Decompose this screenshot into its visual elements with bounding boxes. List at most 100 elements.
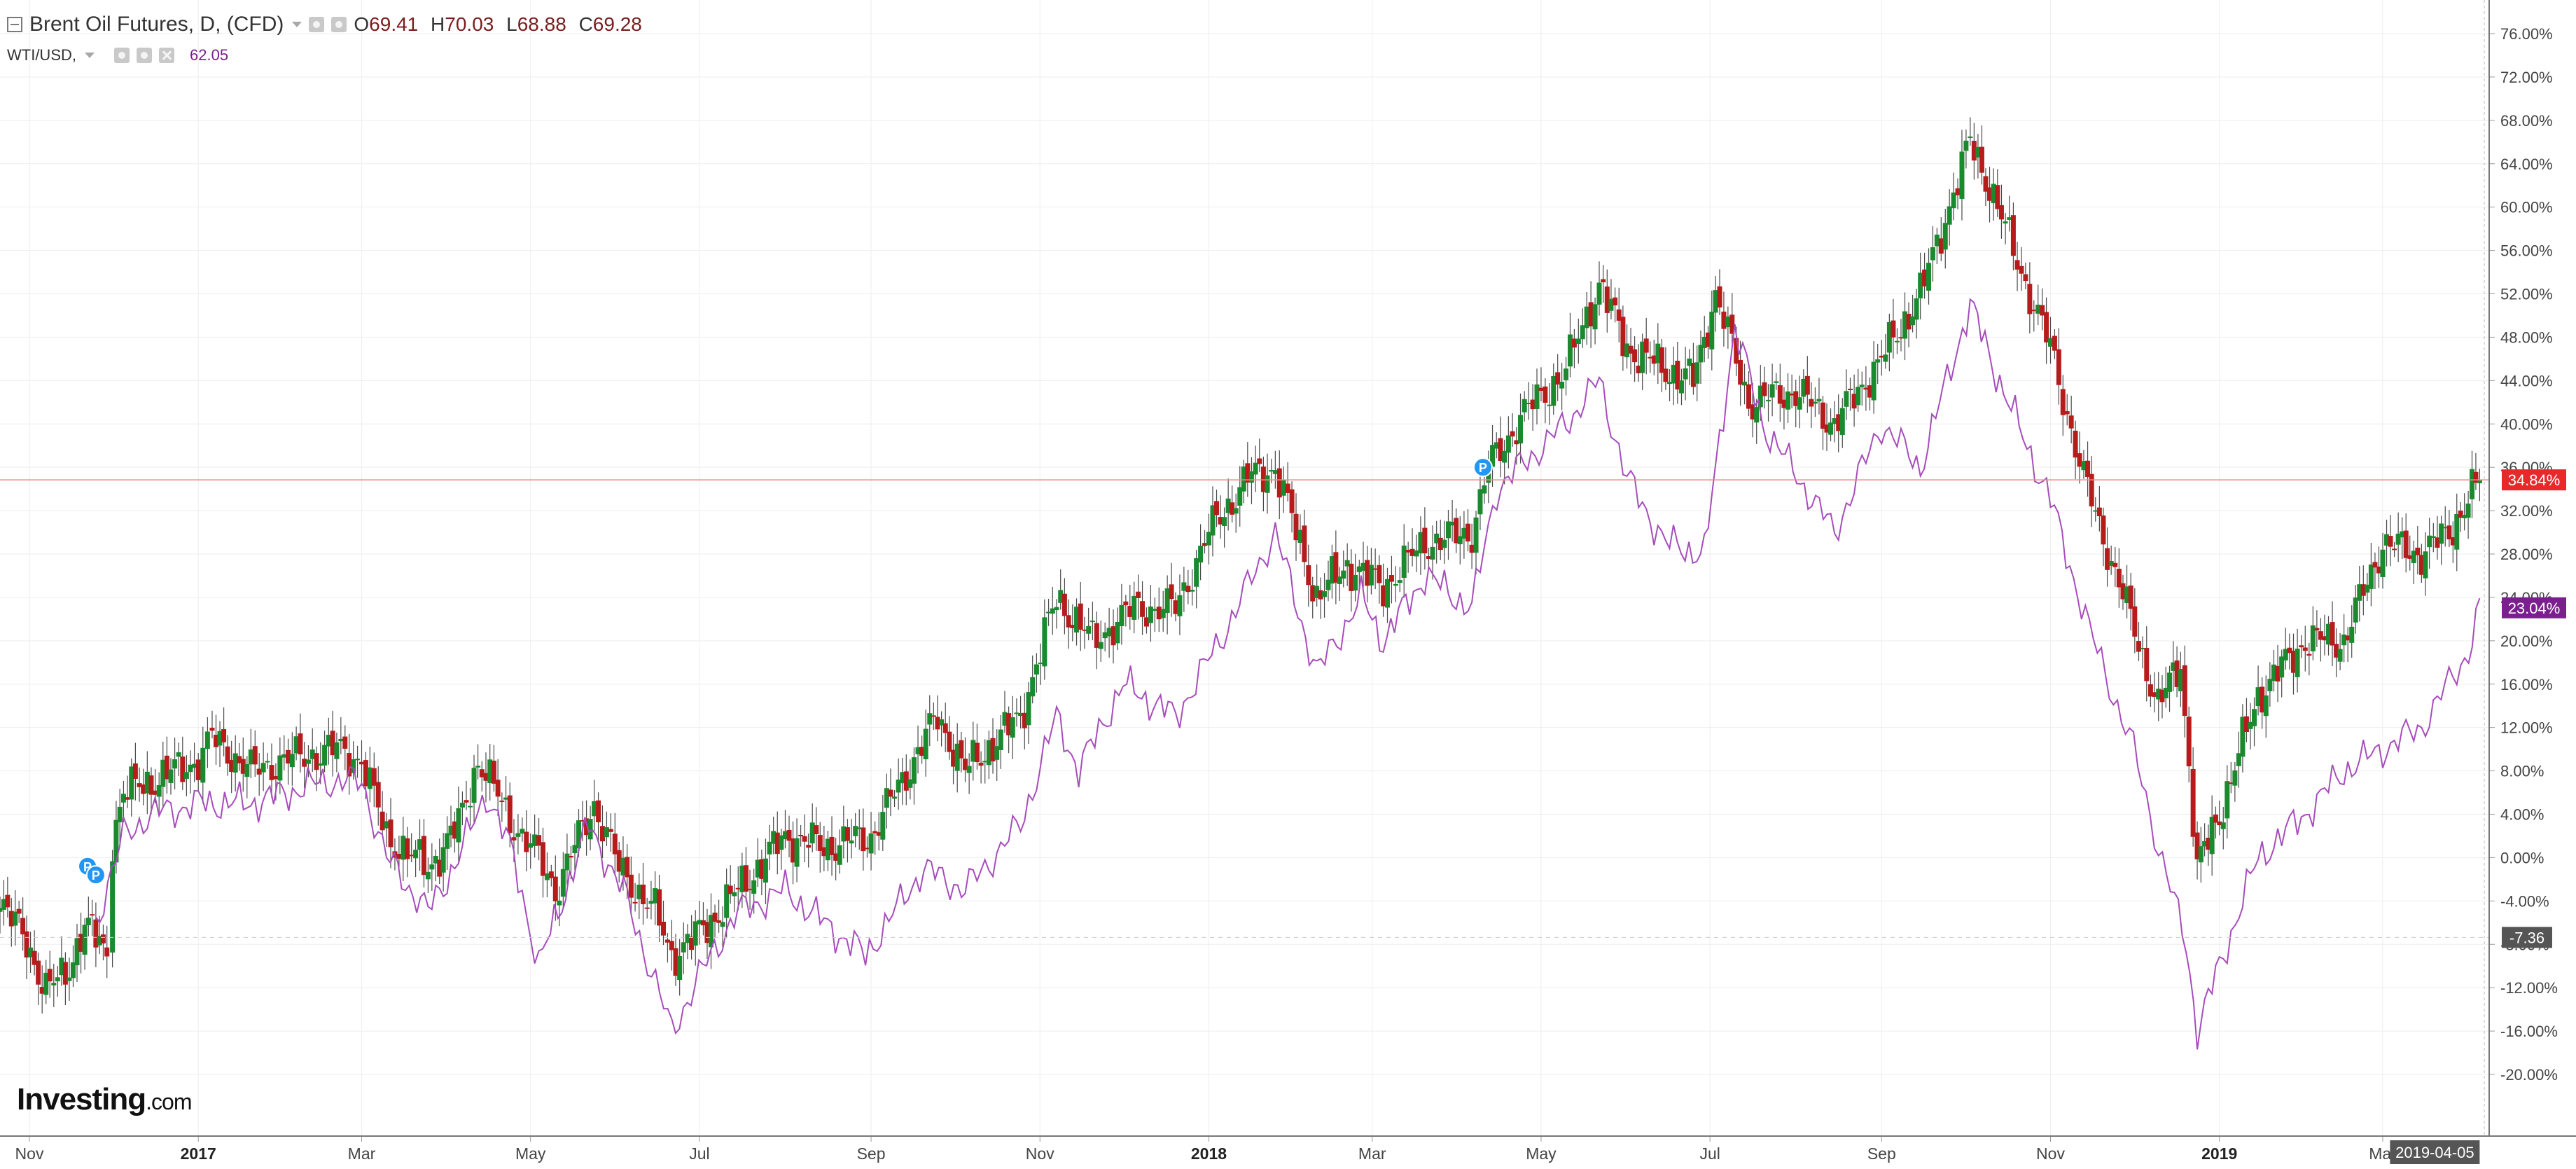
cursor-value-marker-text: -7.36: [2509, 929, 2544, 946]
candle-body: [1914, 298, 1919, 320]
candle-body: [475, 766, 481, 768]
candle-body: [78, 934, 84, 952]
candle: [39, 965, 45, 1014]
high-value: 70.03: [445, 13, 494, 35]
candle: [1547, 382, 1552, 425]
candle-body: [5, 894, 11, 908]
candle: [653, 871, 658, 925]
candle: [1844, 369, 1849, 420]
candle: [2156, 672, 2161, 721]
y-tick-label: 52.00%: [2500, 286, 2553, 303]
candle: [309, 728, 315, 773]
chevron-down-icon[interactable]: [85, 53, 95, 58]
event-badge-icon[interactable]: P: [85, 865, 106, 885]
candle-body: [137, 783, 142, 787]
candle: [499, 792, 505, 822]
candle: [338, 717, 344, 754]
candle: [833, 838, 839, 880]
event-badge-icon[interactable]: P: [1473, 457, 1493, 478]
candle: [330, 710, 335, 777]
candle: [2470, 450, 2475, 518]
candle: [1698, 330, 1704, 385]
event-badge-icon-circle[interactable]: [85, 865, 106, 885]
candle-body: [2260, 686, 2265, 713]
candle-body: [2337, 649, 2343, 662]
candle-body: [1987, 187, 1993, 201]
candle-body: [188, 764, 193, 773]
candle: [802, 814, 807, 862]
compare-series-title[interactable]: WTI/USD,: [7, 46, 76, 64]
candle: [825, 831, 830, 871]
candle: [712, 904, 718, 938]
collapse-icon[interactable]: [7, 17, 22, 32]
y-tick-label: 20.00%: [2500, 632, 2553, 650]
candle-body: [1030, 677, 1036, 697]
candle: [644, 897, 650, 919]
candle-body: [755, 859, 760, 878]
candle-body: [2186, 717, 2192, 767]
candle-body: [2376, 566, 2381, 574]
close-icon[interactable]: [159, 48, 174, 63]
candle-body: [2152, 692, 2157, 697]
candle-body: [2423, 551, 2428, 579]
candle: [1640, 333, 1645, 391]
candle: [1269, 458, 1274, 483]
candle: [2306, 642, 2312, 676]
visibility-icon[interactable]: [331, 17, 347, 32]
candle-body: [59, 957, 64, 976]
candle-body: [153, 790, 158, 795]
candle-body: [90, 914, 95, 916]
candle-body: [817, 835, 823, 851]
candle-body: [1754, 407, 1760, 423]
y-tick-label: 4.00%: [2500, 806, 2544, 824]
candle: [1257, 438, 1262, 472]
candle: [2427, 518, 2432, 569]
candle: [479, 761, 485, 792]
visibility-icon[interactable]: [137, 48, 152, 63]
candle-body: [724, 884, 730, 918]
main-series-title[interactable]: Brent Oil Futures, D, (CFD): [29, 13, 284, 36]
candle-body: [358, 761, 364, 765]
candle-body: [2194, 832, 2200, 859]
settings-icon[interactable]: [309, 17, 325, 32]
candle-body: [1074, 607, 1080, 633]
candle-body: [1454, 518, 1459, 544]
candle-body: [495, 780, 501, 797]
candle: [2027, 262, 2033, 334]
chevron-down-icon[interactable]: [292, 22, 302, 27]
candle-body: [2220, 822, 2226, 829]
candle-body: [2140, 648, 2145, 650]
event-badge-icon-circle[interactable]: [1473, 457, 1493, 478]
candle: [1356, 560, 1362, 588]
candle: [620, 836, 626, 891]
candle-body: [314, 753, 319, 770]
candle-body: [2415, 547, 2421, 555]
candle-body: [892, 796, 898, 799]
candle-body: [872, 831, 878, 833]
candle: [1538, 367, 1544, 402]
candle-body: [1863, 387, 1869, 390]
candle-body: [1886, 321, 1892, 353]
candle-body: [1102, 632, 1108, 639]
candle-body: [2077, 453, 2082, 467]
candle: [821, 825, 827, 871]
y-tick-label: 0.00%: [2500, 849, 2544, 866]
candle-body: [1070, 625, 1075, 628]
candle-body: [1746, 384, 1752, 409]
candle-body: [2209, 817, 2215, 855]
candle-body: [1551, 375, 1557, 406]
candle-body: [248, 749, 253, 765]
candle: [1418, 516, 1423, 575]
candle: [2411, 540, 2416, 584]
candle-body: [2225, 781, 2230, 819]
candle: [1302, 509, 1307, 577]
candle: [592, 780, 597, 831]
candle: [1789, 374, 1795, 408]
candle: [536, 818, 542, 861]
candle: [1667, 369, 1673, 401]
candle-body: [2279, 656, 2285, 678]
settings-icon[interactable]: [114, 48, 130, 63]
candle-body: [931, 715, 936, 717]
